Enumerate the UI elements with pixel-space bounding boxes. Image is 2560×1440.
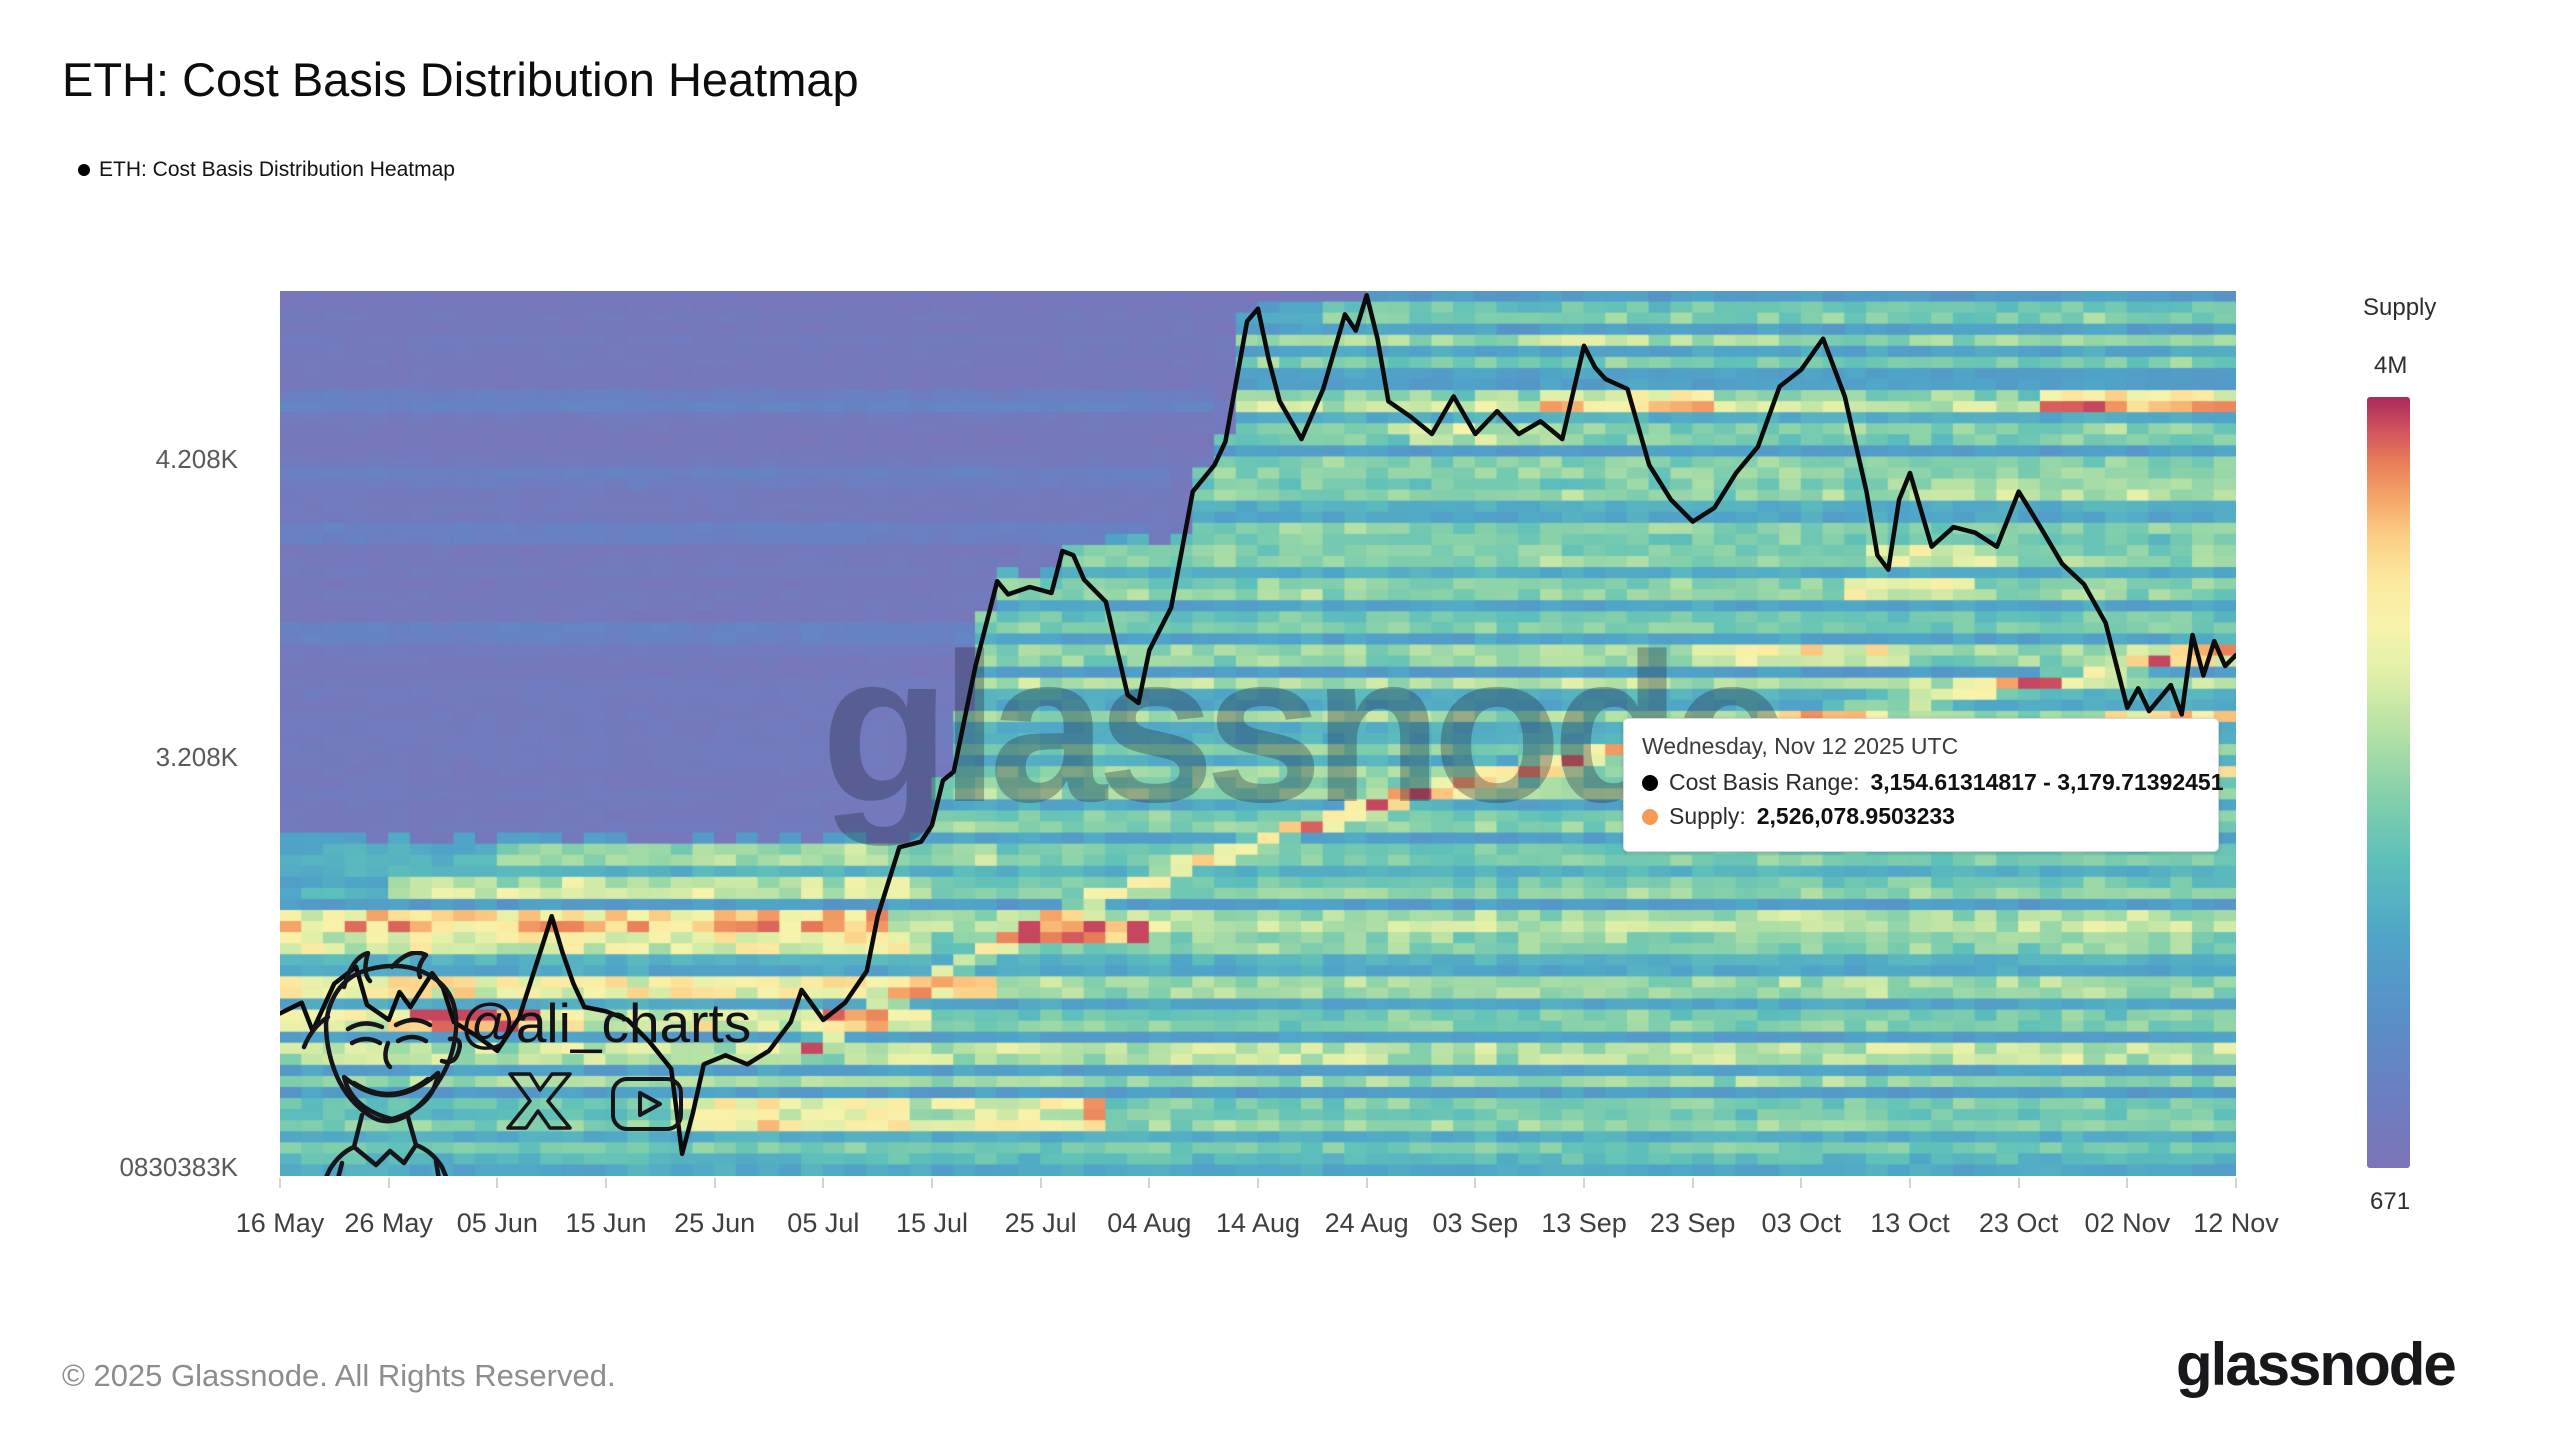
- x-axis-tick: [1800, 1178, 1803, 1188]
- x-axis-tick: [2235, 1178, 2237, 1188]
- x-logo-icon: [506, 1072, 572, 1130]
- x-axis-tick: [496, 1178, 499, 1188]
- colorbar-max-label: 4M: [2374, 352, 2408, 379]
- x-axis-tick: [713, 1178, 716, 1188]
- y-axis-label: 4.208K: [155, 444, 238, 474]
- x-axis-tick: [1039, 1178, 1042, 1188]
- x-axis-label: 03 Oct: [1761, 1208, 1842, 1238]
- x-axis-label: 13 Oct: [1870, 1208, 1950, 1238]
- x-axis-label: 14 Aug: [1215, 1208, 1301, 1238]
- tooltip-date: Wednesday, Nov 12 2025 UTC: [1642, 733, 1959, 759]
- supply-marker-icon: [1642, 808, 1658, 825]
- colorbar-min-label: 671: [2370, 1188, 2411, 1215]
- eth-price-line: [280, 292, 2236, 1157]
- x-axis-tick: [1583, 1178, 1585, 1188]
- page-title: ETH: Cost Basis Distribution Heatmap: [62, 53, 859, 106]
- x-axis-label: 03 Sep: [1432, 1208, 1519, 1238]
- x-axis-label: 25 Jun: [674, 1208, 756, 1238]
- x-axis-tick: [1257, 1178, 1259, 1188]
- colorbar-gradient: [2367, 397, 2410, 1168]
- x-axis-tick: [931, 1178, 933, 1188]
- x-axis-label: 15 Jun: [565, 1208, 647, 1238]
- x-axis-label: 02 Nov: [2084, 1208, 2171, 1238]
- youtube-logo-icon: [611, 1077, 683, 1131]
- y-axis-label: 0830383K: [119, 1152, 238, 1183]
- artist-handle-watermark: @ali_charts: [460, 992, 752, 1054]
- x-axis-tick: [387, 1178, 390, 1188]
- x-axis-tick: [1148, 1178, 1151, 1188]
- eth-price-line-path: [280, 292, 2236, 1157]
- legend-label: ETH: Cost Basis Distribution Heatmap: [99, 158, 455, 181]
- glassnode-logo: glassnode: [2176, 1331, 2457, 1398]
- x-axis-tick: [279, 1178, 281, 1188]
- x-axis-label: 15 Jul: [895, 1208, 969, 1238]
- tooltip-row-cost-basis: Cost Basis Range: 3,154.61314817 - 3,179…: [1642, 769, 2223, 796]
- artist-face-drawing: [301, 951, 462, 1176]
- x-axis-label: 13 Sep: [1541, 1208, 1627, 1238]
- copyright-text: © 2025 Glassnode. All Rights Reserved.: [62, 1358, 616, 1393]
- x-axis-label: 16 May: [235, 1208, 325, 1238]
- tooltip-row-supply: Supply: 2,526,078.9503233: [1642, 803, 2200, 830]
- x-axis-tick: [822, 1178, 825, 1188]
- x-axis-label: 05 Jun: [456, 1208, 538, 1238]
- x-axis-tick: [1365, 1178, 1368, 1188]
- y-axis-label: 3.208K: [155, 742, 238, 772]
- colorbar-title: Supply: [2363, 294, 2437, 321]
- x-axis-tick: [2017, 1178, 2020, 1188]
- tooltip-supply-label: Supply:: [1669, 803, 1746, 829]
- tooltip-cost-basis-label: Cost Basis Range:: [1669, 769, 1860, 795]
- x-axis-tick: [2126, 1178, 2129, 1188]
- x-axis-tick: [1691, 1178, 1694, 1188]
- cost-basis-marker-icon: [1642, 774, 1658, 791]
- x-axis-label: 25 Jul: [1004, 1208, 1077, 1238]
- x-axis-tick: [1474, 1178, 1477, 1188]
- x-axis-label: 04 Aug: [1107, 1208, 1192, 1238]
- tooltip-cost-basis-value: 3,154.61314817 - 3,179.71392451: [1870, 769, 2224, 795]
- x-axis-label: 26 May: [344, 1208, 433, 1238]
- tooltip-supply-value: 2,526,078.9503233: [1756, 803, 1955, 829]
- x-axis-label: 24 Aug: [1324, 1208, 1409, 1238]
- legend-item[interactable]: ETH: Cost Basis Distribution Heatmap: [78, 158, 455, 182]
- x-axis-tick: [605, 1178, 607, 1188]
- series-marker-icon: [78, 164, 90, 176]
- chart-tooltip: Wednesday, Nov 12 2025 UTC Cost Basis Ra…: [1623, 718, 2223, 852]
- x-axis-label: 23 Sep: [1649, 1208, 1736, 1238]
- x-axis-label: 05 Jul: [787, 1208, 860, 1238]
- x-axis-label: 12 Nov: [2193, 1208, 2279, 1238]
- x-axis-tick: [1909, 1178, 1911, 1188]
- x-axis-label: 23 Oct: [1978, 1208, 2059, 1238]
